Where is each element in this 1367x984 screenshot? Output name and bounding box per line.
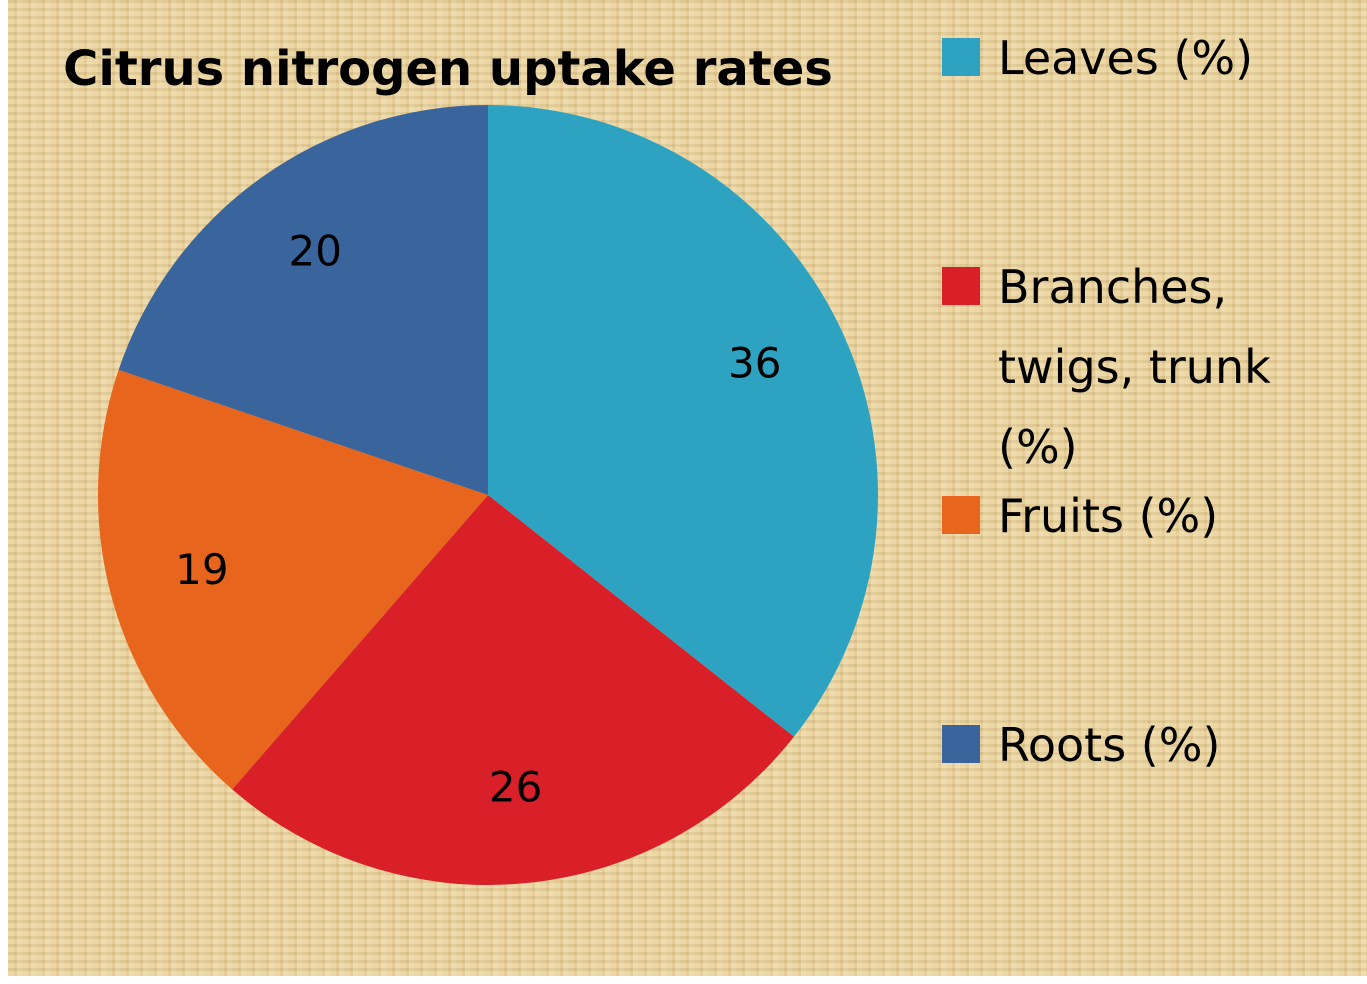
legend-label: Fruits (%): [998, 489, 1219, 543]
legend-label: Branches, twigs, trunk (%): [998, 260, 1271, 474]
legend-swatch: [942, 496, 980, 534]
pie-slice: [97, 369, 488, 790]
legend-swatch: [942, 725, 980, 763]
pie-slice: [488, 105, 878, 737]
data-label: 20: [289, 227, 342, 276]
data-label: 36: [728, 338, 781, 387]
legend-label: Roots (%): [998, 718, 1221, 772]
pie-slice: [118, 105, 488, 495]
data-label: 19: [175, 545, 228, 594]
legend-swatch: [942, 38, 980, 76]
legend-swatch: [942, 267, 980, 305]
chart-title: Citrus nitrogen uptake rates: [63, 41, 833, 97]
legend-label: Leaves (%): [998, 31, 1254, 85]
pie-slice: [232, 495, 794, 885]
data-label: 26: [489, 763, 542, 812]
